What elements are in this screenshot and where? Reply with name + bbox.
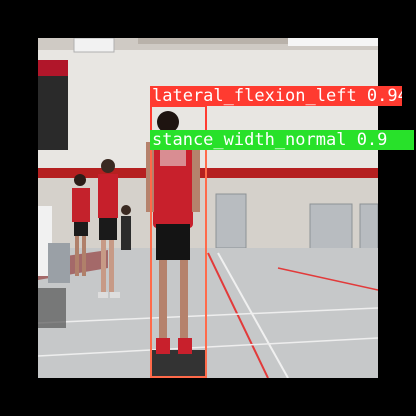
bounding-box-stance-width (150, 148, 207, 378)
detection-label-lateral-flexion: lateral_flexion_left 0.94 (150, 86, 402, 106)
detection-label-stance-width: stance_width_normal 0.9 (150, 130, 414, 150)
